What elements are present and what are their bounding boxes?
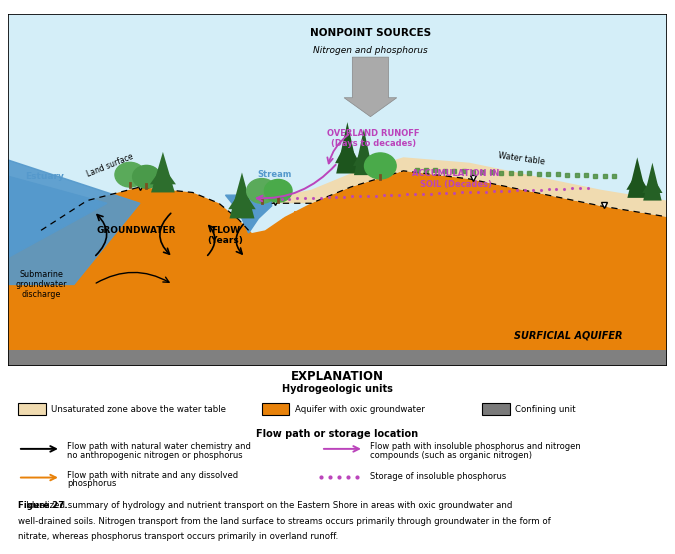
- Bar: [483, 403, 510, 416]
- Text: NONPOINT SOURCES: NONPOINT SOURCES: [310, 28, 431, 38]
- Text: well-drained soils. Nitrogen transport from the land surface to streams occurs p: well-drained soils. Nitrogen transport f…: [18, 517, 551, 526]
- Bar: [8, 351, 667, 366]
- Polygon shape: [151, 152, 175, 192]
- Text: Figure 27.: Figure 27.: [18, 501, 68, 510]
- Polygon shape: [150, 166, 176, 184]
- Text: SURFICIAL AQUIFER: SURFICIAL AQUIFER: [514, 331, 622, 341]
- Text: Storage of insoluble phosphorus: Storage of insoluble phosphorus: [371, 472, 507, 481]
- Text: GROUNDWATER: GROUNDWATER: [97, 226, 176, 235]
- Text: phosphorus: phosphorus: [68, 479, 117, 488]
- Text: Submarine
groundwater
discharge: Submarine groundwater discharge: [16, 270, 67, 299]
- Text: GROUNDWATER FLOW (Decades): GROUNDWATER FLOW (Decades): [259, 299, 416, 308]
- Polygon shape: [228, 188, 256, 209]
- Text: FLOW
(Years): FLOW (Years): [208, 226, 244, 245]
- Text: Flow path with nitrate and any dissolved: Flow path with nitrate and any dissolved: [68, 471, 238, 480]
- Polygon shape: [643, 163, 662, 201]
- Text: nitrate, whereas phosphorus transport occurs primarily in overland runoff.: nitrate, whereas phosphorus transport oc…: [18, 532, 338, 541]
- Circle shape: [265, 179, 292, 202]
- Text: Hydrogeologic units: Hydrogeologic units: [282, 384, 393, 394]
- Text: Water table: Water table: [498, 151, 546, 167]
- Text: Flow path with insoluble phosphorus and nitrogen: Flow path with insoluble phosphorus and …: [371, 442, 581, 451]
- Circle shape: [132, 166, 160, 188]
- Polygon shape: [8, 176, 107, 258]
- Polygon shape: [336, 122, 358, 173]
- Text: Stream: Stream: [258, 170, 292, 179]
- Text: ACCUMULATION IN
SOIL (Decades): ACCUMULATION IN SOIL (Decades): [412, 169, 500, 188]
- Text: EXPLANATION: EXPLANATION: [291, 370, 384, 383]
- Text: Aquifer with oxic groundwater: Aquifer with oxic groundwater: [295, 405, 425, 414]
- Text: Estuary: Estuary: [25, 172, 63, 181]
- Text: Unsaturated zone above the water table: Unsaturated zone above the water table: [51, 405, 226, 414]
- Circle shape: [364, 153, 396, 179]
- FancyArrow shape: [344, 57, 397, 117]
- Text: Nitrogen and phosphorus: Nitrogen and phosphorus: [313, 46, 428, 55]
- Text: Flow path or storage location: Flow path or storage location: [256, 429, 418, 439]
- Bar: [18, 403, 46, 416]
- Bar: [262, 403, 290, 416]
- Polygon shape: [354, 129, 374, 175]
- Text: Land surface: Land surface: [86, 152, 135, 179]
- Polygon shape: [225, 195, 271, 233]
- Polygon shape: [8, 160, 140, 284]
- Circle shape: [247, 178, 277, 203]
- Text: Confining unit: Confining unit: [516, 405, 576, 414]
- Text: OVERLAND RUNOFF
(Days to decades): OVERLAND RUNOFF (Days to decades): [327, 129, 420, 148]
- Text: Idealized summary of hydrology and nutrient transport on the Eastern Shore in ar: Idealized summary of hydrology and nutri…: [18, 501, 512, 510]
- Text: no anthropogenic nitrogen or phosphorus: no anthropogenic nitrogen or phosphorus: [68, 451, 243, 460]
- Polygon shape: [626, 172, 648, 189]
- Polygon shape: [335, 140, 360, 163]
- Polygon shape: [8, 171, 667, 366]
- Polygon shape: [642, 176, 663, 193]
- Polygon shape: [353, 145, 375, 166]
- Polygon shape: [627, 157, 647, 198]
- Text: GROUNDWATER FLOW
(Years): GROUNDWATER FLOW (Years): [281, 218, 387, 237]
- Polygon shape: [230, 172, 254, 218]
- Polygon shape: [271, 157, 667, 217]
- Text: compounds (such as organic nitrogen): compounds (such as organic nitrogen): [371, 450, 533, 460]
- Circle shape: [115, 162, 145, 187]
- Text: Flow path with natural water chemistry and: Flow path with natural water chemistry a…: [68, 442, 251, 451]
